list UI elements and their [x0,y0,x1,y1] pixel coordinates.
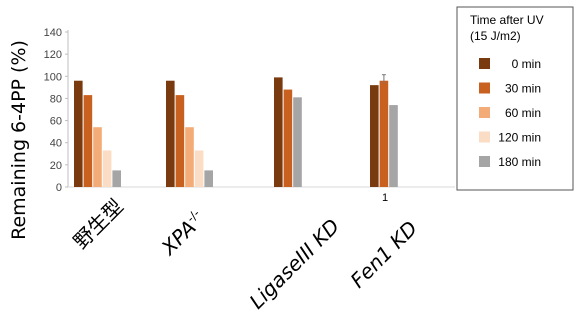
legend-title-line-2: (15 J/m2) [470,29,521,43]
legend-label-60-min: 60 min [505,106,541,120]
legend-swatch-0-min [479,58,490,69]
bar-180-min-2 [293,97,302,187]
bar-180-min-1 [204,170,213,187]
category-label-1: XPA-/- [156,206,210,260]
legend-swatch-120-min [479,131,490,143]
legend: Time after UV (15 J/m2) 0 min 30 min 60 mi… [456,6,574,191]
legend-title-line-1: Time after UV [470,13,544,27]
legend-frame [456,6,574,191]
legend-label-120-min: 120 min [498,131,541,145]
bar-0-min-2 [274,77,283,187]
y-tick-label: 0 [56,182,62,194]
bar-0-min-1 [166,80,175,187]
y-tick-label: 140 [44,27,62,39]
category-label-2: LigaseIII KD [245,214,345,314]
bar-30-min-1 [175,95,185,187]
bar-180-min-3 [389,105,398,187]
bar-0-min-3 [370,85,379,187]
y-tick-label: 60 [50,116,62,128]
annotation-label: 1 [382,192,388,204]
y-tick-label: 40 [50,138,62,150]
legend-label-30-min: 30 min [505,82,541,96]
legend-swatch-60-min [479,107,490,118]
bar-60-min-0 [93,127,102,187]
legend-swatch-180-min [479,156,490,167]
bar-30-min-3 [379,80,389,187]
bar-120-min-1 [194,150,204,187]
legend-label-0-min: 0 min [512,57,541,71]
bar-60-min-1 [185,127,194,187]
bar-0-min-0 [74,80,83,187]
y-tick-label: 100 [44,71,62,83]
bar-layer [74,74,398,187]
bar-30-min-0 [83,95,93,187]
legend-label-180-min: 180 min [498,155,541,169]
label-layer: Remaining 6-4PP (%) 1 野生型 XPA-/- LigaseIII … [8,40,422,313]
y-tick-label: 20 [50,160,62,172]
bar-180-min-0 [112,170,121,187]
legend-swatch-30-min [479,82,490,94]
bar-30-min-2 [283,89,293,187]
bar-120-min-0 [102,150,112,187]
y-axis-label: Remaining 6-4PP (%) [8,40,30,240]
y-tick-label: 80 [50,93,62,105]
category-label-3: Fen1 KD [346,216,422,292]
y-tick-label: 120 [44,49,62,61]
category-label-0: 野生型 [69,194,128,253]
axis-layer: 0 20 40 60 80 100 120 140 [44,27,455,194]
